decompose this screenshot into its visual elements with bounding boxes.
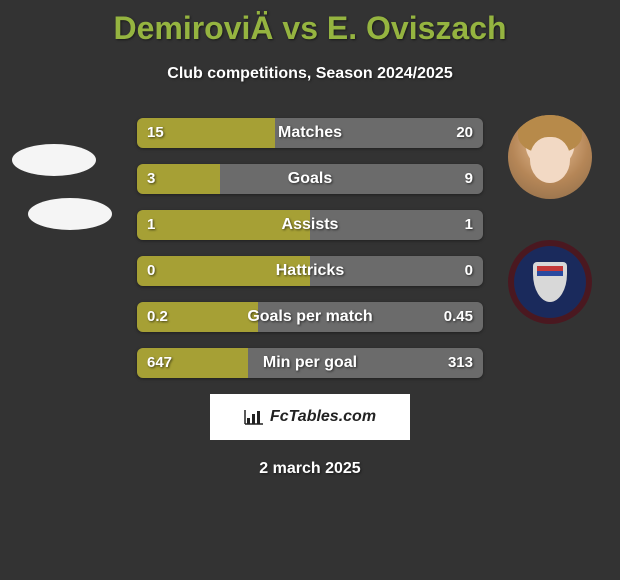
bar-right-fill: [220, 164, 483, 194]
bar-right-fill: [310, 210, 483, 240]
stat-value-right: 0.45: [444, 302, 473, 332]
stat-bars: 1520Matches39Goals11Assists00Hattricks0.…: [137, 118, 483, 378]
stat-value-right: 313: [448, 348, 473, 378]
player-left-avatar: [12, 144, 96, 176]
stat-row: 1520Matches: [137, 118, 483, 148]
stat-value-right: 9: [465, 164, 473, 194]
subtitle: Club competitions, Season 2024/2025: [0, 65, 620, 83]
stat-row: 00Hattricks: [137, 256, 483, 286]
stat-value-left: 0.2: [147, 302, 168, 332]
stat-row: 647313Min per goal: [137, 348, 483, 378]
stat-value-left: 0: [147, 256, 155, 286]
shield-icon: [533, 262, 567, 302]
stat-row: 11Assists: [137, 210, 483, 240]
stat-value-right: 20: [456, 118, 473, 148]
stat-row: 39Goals: [137, 164, 483, 194]
team-right-logo: [508, 240, 592, 324]
bar-left-fill: [137, 256, 310, 286]
bar-right-fill: [275, 118, 483, 148]
bar-right-fill: [310, 256, 483, 286]
player-right-avatar: [508, 115, 592, 199]
comparison-widget: DemiroviÄ vs E. Oviszach Club competitio…: [0, 0, 620, 478]
date-label: 2 march 2025: [0, 460, 620, 478]
team-left-logo: [28, 198, 112, 230]
page-title: DemiroviÄ vs E. Oviszach: [0, 0, 620, 47]
chart-icon: [244, 409, 264, 425]
stat-value-left: 3: [147, 164, 155, 194]
stat-value-left: 15: [147, 118, 164, 148]
stat-value-left: 1: [147, 210, 155, 240]
stat-row: 0.20.45Goals per match: [137, 302, 483, 332]
stat-value-right: 1: [465, 210, 473, 240]
stat-value-right: 0: [465, 256, 473, 286]
stat-value-left: 647: [147, 348, 172, 378]
bar-left-fill: [137, 210, 310, 240]
stats-area: 1520Matches39Goals11Assists00Hattricks0.…: [0, 118, 620, 378]
attribution-text: FcTables.com: [270, 408, 376, 426]
attribution-badge: FcTables.com: [210, 394, 410, 440]
